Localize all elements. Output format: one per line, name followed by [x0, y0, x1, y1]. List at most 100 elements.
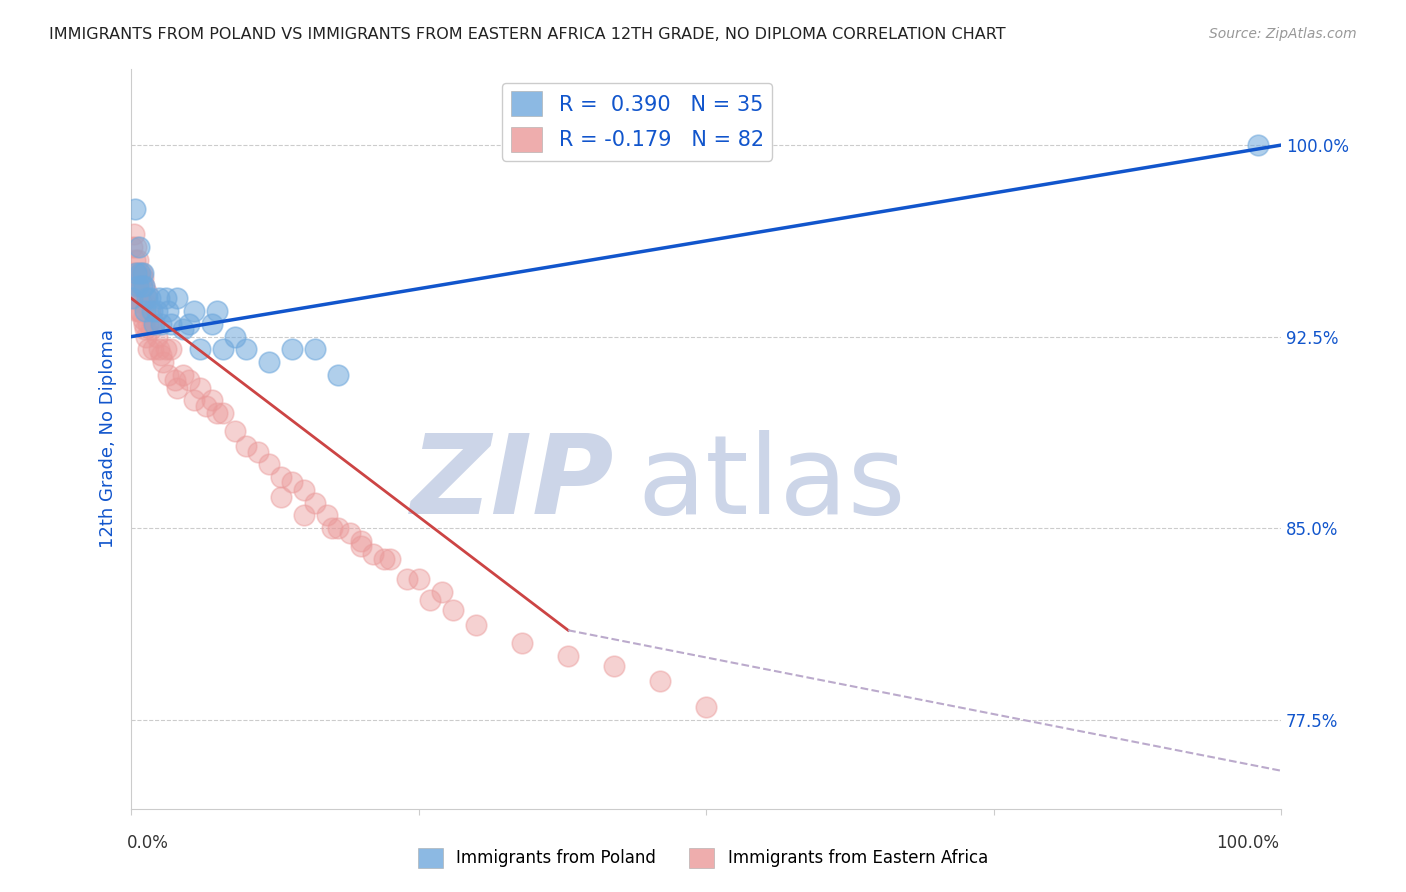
Point — [121, 266, 143, 280]
Point — [207, 406, 229, 420]
Point — [135, 291, 157, 305]
Point — [373, 551, 395, 566]
Text: atlas: atlas — [637, 430, 905, 537]
Point — [441, 603, 464, 617]
Point — [131, 278, 153, 293]
Point — [224, 424, 246, 438]
Text: Source: ZipAtlas.com: Source: ZipAtlas.com — [1209, 27, 1357, 41]
Point — [246, 444, 269, 458]
Point — [235, 343, 257, 357]
Point — [131, 296, 153, 310]
Point — [139, 322, 162, 336]
Point — [125, 278, 148, 293]
Text: IMMIGRANTS FROM POLAND VS IMMIGRANTS FROM EASTERN AFRICA 12TH GRADE, NO DIPLOMA : IMMIGRANTS FROM POLAND VS IMMIGRANTS FRO… — [49, 27, 1005, 42]
Point — [124, 253, 146, 268]
Text: 100.0%: 100.0% — [1216, 834, 1279, 852]
Point — [361, 547, 384, 561]
Point — [134, 296, 156, 310]
Point — [136, 286, 159, 301]
Point — [132, 278, 155, 293]
Point — [166, 291, 188, 305]
Point — [132, 317, 155, 331]
Point — [121, 291, 143, 305]
Point — [124, 291, 146, 305]
Point — [128, 240, 150, 254]
Point — [157, 304, 180, 318]
Point — [135, 329, 157, 343]
Point — [125, 291, 148, 305]
Point — [201, 393, 224, 408]
Point — [150, 347, 173, 361]
Point — [557, 648, 579, 663]
Point — [195, 399, 218, 413]
Point — [183, 304, 205, 318]
Point — [396, 572, 419, 586]
Point — [141, 311, 163, 326]
Point — [281, 475, 304, 490]
Point — [125, 266, 148, 280]
Point — [235, 439, 257, 453]
Point — [136, 291, 159, 305]
Point — [201, 317, 224, 331]
Legend: Immigrants from Poland, Immigrants from Eastern Africa: Immigrants from Poland, Immigrants from … — [412, 841, 994, 875]
Point — [603, 659, 626, 673]
Point — [141, 304, 163, 318]
Point — [378, 551, 401, 566]
Point — [315, 508, 337, 523]
Point — [172, 322, 194, 336]
Point — [257, 355, 280, 369]
Legend: R =  0.390   N = 35, R = -0.179   N = 82: R = 0.390 N = 35, R = -0.179 N = 82 — [502, 83, 772, 161]
Point — [183, 393, 205, 408]
Point — [419, 592, 441, 607]
Point — [350, 539, 373, 553]
Point — [134, 322, 156, 336]
Y-axis label: 12th Grade, No Diploma: 12th Grade, No Diploma — [100, 329, 117, 549]
Point — [328, 368, 350, 382]
Point — [321, 521, 343, 535]
Point — [128, 304, 150, 318]
Point — [328, 521, 350, 535]
Point — [138, 291, 160, 305]
Point — [270, 491, 292, 505]
Point — [339, 526, 361, 541]
Point — [292, 483, 315, 497]
Point — [177, 373, 200, 387]
Point — [695, 699, 717, 714]
Point — [127, 278, 149, 293]
Point — [121, 240, 143, 254]
Point — [129, 271, 152, 285]
Point — [648, 674, 671, 689]
Point — [188, 343, 211, 357]
Point — [132, 278, 155, 293]
Point — [292, 508, 315, 523]
Point — [160, 343, 183, 357]
Point — [127, 286, 149, 301]
Point — [127, 253, 149, 268]
Point — [132, 311, 155, 326]
Point — [138, 317, 160, 331]
Point — [150, 317, 173, 331]
Point — [304, 343, 326, 357]
Point — [122, 227, 145, 242]
Text: 0.0%: 0.0% — [127, 834, 169, 852]
Point — [132, 266, 155, 280]
Point — [304, 495, 326, 509]
Point — [128, 266, 150, 280]
Point — [148, 291, 170, 305]
Point — [163, 373, 186, 387]
Point — [122, 278, 145, 293]
Point — [142, 343, 165, 357]
Point — [257, 458, 280, 472]
Point — [207, 304, 229, 318]
Point — [408, 572, 430, 586]
Point — [125, 266, 148, 280]
Point — [138, 343, 160, 357]
Point — [143, 317, 166, 331]
Point — [148, 343, 170, 357]
Point — [138, 304, 160, 318]
Point — [281, 343, 304, 357]
Point — [155, 343, 177, 357]
Point — [166, 381, 188, 395]
Point — [129, 304, 152, 318]
Text: ZIP: ZIP — [411, 430, 614, 537]
